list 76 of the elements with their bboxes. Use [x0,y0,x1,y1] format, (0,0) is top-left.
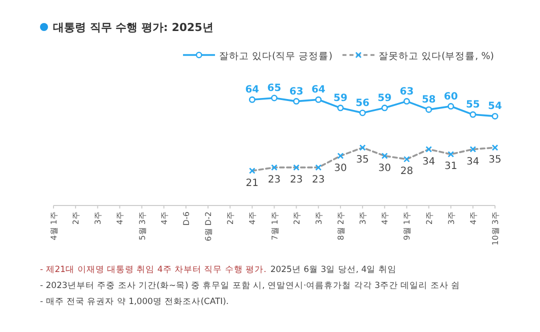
point [293,98,300,105]
x-tick-label: 5월 3주 [138,212,147,240]
data-label: 63 [400,86,414,98]
data-label: 35 [356,154,369,166]
point [271,164,278,171]
legend-label: 잘못하고 있다(부정률, %) [378,51,494,62]
x-tick-label: 4주 [380,212,390,225]
x-tick-label: 2주 [292,212,302,225]
data-label: 23 [290,174,303,186]
x-tick-label: 6월 D-2 [204,212,214,242]
x-tick-label: 4주 [468,212,478,225]
chart-title: 대통령 직무 수행 평가: 2025년 [53,21,214,34]
data-label: 63 [289,86,304,98]
data-label: 58 [422,94,436,106]
point [315,164,322,171]
x-tick-label: 4주 [116,212,125,225]
data-label: 23 [312,174,325,186]
data-label: 31 [444,161,458,172]
data-label: 65 [267,83,282,94]
x-tick-label: 4주 [160,212,169,225]
data-label: 34 [466,156,480,168]
data-label: 56 [356,98,370,109]
point [315,96,322,103]
data-label: 35 [488,154,502,166]
x-tick-label: 3주 [446,212,456,225]
data-label: 59 [334,92,348,104]
legend-label: 잘하고 있다(직무 긍정률) [219,51,332,62]
data-label: 23 [268,174,281,186]
point [293,164,300,171]
data-label: 30 [378,162,391,174]
x-tick-label: 2주 [72,212,81,225]
x-tick-label: 3주 [358,212,368,225]
point [337,104,344,112]
x-tick-label: D-6 [182,212,191,226]
data-label: 34 [422,156,436,168]
point [359,110,366,116]
x-tick-label: 2주 [226,212,236,225]
point [381,104,388,112]
point [470,146,476,152]
data-label: 59 [378,92,392,104]
point [492,112,498,120]
data-label: 30 [334,162,347,174]
point [426,146,432,152]
text: - 제21대 이재명 대통령 취임 4주 차부터 직무 수행 평가. [40,265,266,275]
point [337,152,344,160]
x-tick-label: 3주 [94,212,103,225]
data-label: 64 [245,84,260,96]
point [381,152,388,160]
data-label: 60 [444,91,458,102]
point [404,156,410,162]
text: - 2023년부터 주중 조사 기간(화~목) 중 휴무일 포함 시, 연말연시·여름휴가철 각각 3주간 데일리 조사 쉼 [40,281,460,291]
point [248,96,256,103]
text: - 매주 전국 유권자 약 1,000명 전화조사(CATI). [40,297,229,307]
point [492,144,498,151]
point [248,168,256,174]
point [426,106,432,113]
data-label: 28 [400,166,414,178]
x-tick-label: 10월 3주 [491,212,500,246]
x-tick-label: 9월 1주 [402,212,412,240]
data-label: 21 [246,178,259,189]
x-tick-label: 4월 1주 [50,212,58,240]
point [448,103,454,110]
data-label: 64 [311,84,326,96]
x-tick-label: 2주 [424,212,434,225]
point [448,151,454,158]
x-tick-label: 4주 [248,212,258,225]
data-label: 54 [488,101,502,112]
data-label: 55 [466,100,480,111]
x-tick-label: 3주 [314,212,324,225]
point [403,98,410,105]
point [470,111,476,118]
point [359,144,366,151]
x-tick-label: 7월 1주 [270,212,280,240]
x-tick-label: 8월 2주 [336,212,346,240]
point [271,94,278,102]
text: 2025년 6월 3일 당선, 4일 취임 [270,265,396,275]
